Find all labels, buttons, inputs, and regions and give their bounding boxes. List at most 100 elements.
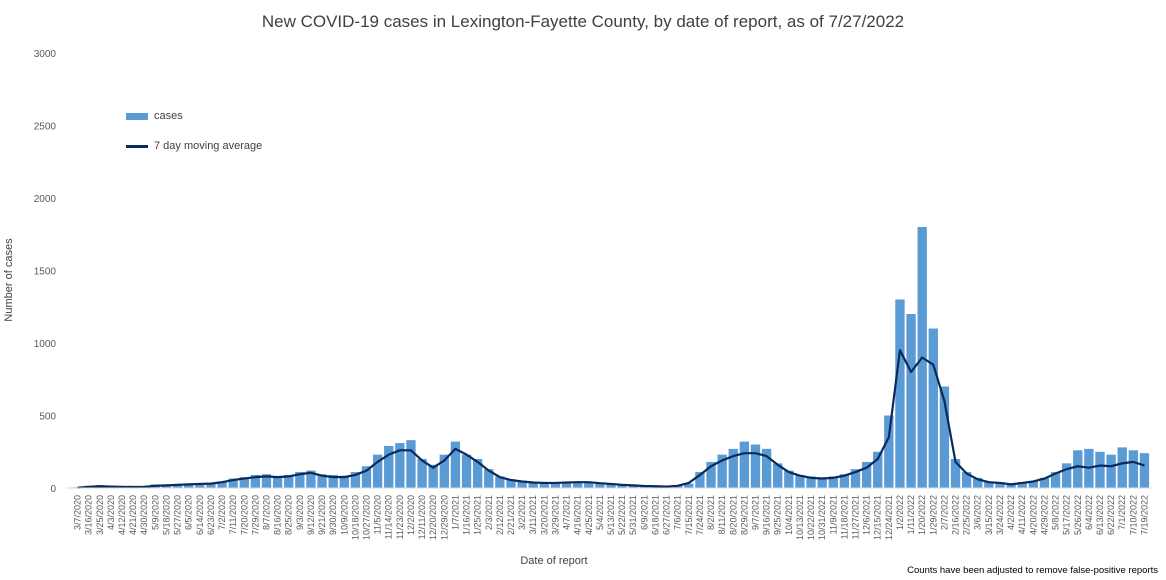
- bar: [828, 476, 838, 488]
- x-tick-label: 8/29/2021: [739, 495, 749, 535]
- x-tick-label: 4/30/2020: [139, 495, 149, 535]
- x-tick-label: 7/15/2021: [684, 495, 694, 535]
- x-tick-label: 6/13/2022: [1095, 495, 1105, 535]
- x-tick-label: 3/7/2020: [73, 495, 83, 530]
- x-tick-label: 9/21/2020: [317, 495, 327, 535]
- bar: [417, 459, 427, 488]
- x-tick-label: 3/15/2022: [984, 495, 994, 535]
- x-tick-label: 1/29/2022: [928, 495, 938, 535]
- x-tick-label: 5/18/2020: [161, 495, 171, 535]
- x-tick-label: 3/29/2021: [550, 495, 560, 535]
- bar: [428, 464, 438, 488]
- x-tick-label: 10/31/2021: [817, 495, 827, 540]
- x-tick-label: 4/3/2020: [106, 495, 116, 530]
- bar: [395, 443, 405, 488]
- bar: [328, 474, 338, 488]
- bar: [1028, 481, 1038, 488]
- bar: [873, 451, 883, 488]
- x-tick-label: 3/2/2021: [517, 495, 527, 530]
- x-tick-label: 12/6/2021: [862, 495, 872, 535]
- x-tick-label: 9/7/2021: [750, 495, 760, 530]
- x-tick-label: 4/21/2020: [128, 495, 138, 535]
- bar: [372, 454, 383, 488]
- x-tick-label: 8/20/2021: [728, 495, 738, 535]
- x-tick-label: 7/29/2020: [250, 495, 260, 535]
- x-tick-label: 3/20/2021: [539, 495, 549, 535]
- x-tick-label: 10/27/2020: [362, 495, 372, 540]
- x-tick-label: 12/29/2020: [439, 495, 449, 540]
- y-axis-ticks: 0 500 1000 1500 2000 2500 3000: [34, 49, 57, 495]
- x-tick-label: 8/2/2021: [706, 495, 716, 530]
- bar: [850, 469, 861, 488]
- x-tick-label: 6/14/2020: [195, 495, 205, 535]
- bar: [884, 415, 894, 488]
- moving-average-line: [77, 349, 1145, 489]
- bar: [761, 448, 772, 488]
- bar: [584, 481, 594, 488]
- x-tick-label: 5/13/2021: [606, 495, 616, 535]
- x-tick-label: 2/12/2021: [495, 495, 505, 535]
- bar: [773, 463, 783, 488]
- x-tick-label: 3/24/2022: [995, 495, 1005, 535]
- x-tick-label: 4/11/2022: [1017, 495, 1027, 534]
- bar: [628, 485, 638, 488]
- bar: [272, 476, 283, 488]
- x-tick-label: 5/9/2020: [150, 495, 160, 530]
- x-tick-label: 5/17/2022: [1062, 495, 1072, 535]
- x-tick-label: 7/2/2020: [217, 495, 227, 530]
- x-tick-label: 1/16/2021: [462, 495, 472, 535]
- x-tick-label: 5/22/2021: [617, 495, 627, 535]
- bar: [1139, 453, 1150, 488]
- bar: [572, 481, 583, 488]
- y-tick-label: 2500: [34, 122, 57, 133]
- x-tick-label: 10/9/2020: [339, 495, 349, 535]
- x-tick-label: 1/7/2021: [450, 495, 460, 530]
- x-tick-label: 9/3/2020: [295, 495, 305, 530]
- bar: [406, 440, 416, 488]
- x-tick-label: 6/9/2021: [639, 495, 649, 530]
- x-tick-label: 1/11/2022: [906, 495, 916, 534]
- bar: [895, 299, 905, 488]
- x-tick-label: 3/16/2020: [84, 495, 94, 535]
- legend-item-moving-average: 7 day moving average: [126, 138, 262, 154]
- x-tick-label: 6/18/2021: [650, 495, 660, 535]
- x-tick-label: 6/22/2022: [1106, 495, 1116, 535]
- bar: [684, 483, 694, 488]
- bar: [484, 469, 494, 488]
- bar: [506, 479, 516, 488]
- bar: [361, 466, 372, 488]
- bar: [439, 454, 449, 488]
- x-tick-label: 3/6/2022: [973, 495, 983, 530]
- bar: [339, 475, 349, 488]
- bar: [606, 483, 616, 488]
- x-tick-label: 4/2/2022: [1006, 495, 1016, 530]
- x-tick-label: 11/5/2020: [373, 495, 383, 534]
- bar: [461, 454, 472, 488]
- x-tick-label: 10/22/2021: [806, 495, 816, 540]
- bar: [539, 482, 549, 488]
- bar: [1106, 454, 1116, 488]
- x-tick-label: 4/12/2020: [117, 495, 127, 535]
- x-tick-label: 2/25/2022: [962, 495, 972, 535]
- bar: [984, 481, 994, 488]
- bar: [1050, 472, 1061, 488]
- bar: [561, 482, 572, 488]
- x-tick-label: 12/24/2021: [884, 495, 894, 540]
- x-tick-label: 12/11/2020: [417, 495, 427, 539]
- legend-label-moving-average: 7 day moving average: [154, 140, 263, 152]
- bar: [228, 478, 238, 488]
- x-tick-label: 6/4/2022: [1084, 495, 1094, 530]
- bar: [495, 476, 505, 488]
- x-tick-label: 1/25/2021: [473, 495, 483, 535]
- legend-swatch-bars: [126, 112, 148, 120]
- x-tick-label: 4/20/2022: [1028, 495, 1038, 535]
- x-axis-ticks: 3/7/2020 3/16/2020 3/25/2020 4/3/2020 4/12/2…: [73, 495, 1150, 540]
- x-tick-label: 11/14/2020: [384, 495, 394, 539]
- bar: [172, 484, 183, 489]
- x-tick-label: 1/2/2022: [895, 495, 905, 530]
- bar: [261, 474, 272, 488]
- chart-title: New COVID-19 cases in Lexington-Fayette …: [261, 12, 905, 31]
- x-tick-label: 4/29/2022: [1039, 495, 1049, 535]
- bar: [728, 448, 738, 488]
